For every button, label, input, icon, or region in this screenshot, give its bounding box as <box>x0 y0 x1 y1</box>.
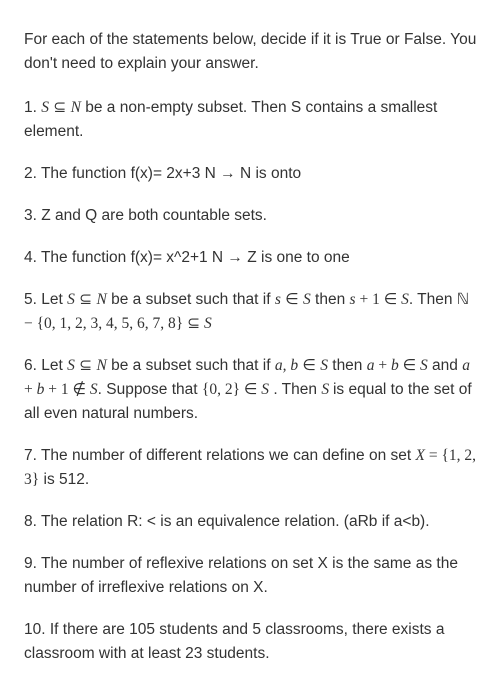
q5-in1: ∈ <box>281 291 303 308</box>
q5-s3: S <box>303 291 311 308</box>
intro-text: For each of the statements below, decide… <box>24 28 479 76</box>
q6-s6: S <box>321 381 333 398</box>
q6-text3: and <box>428 357 462 374</box>
q1-var-n: N <box>71 99 81 116</box>
q7-x: X <box>415 447 424 464</box>
q1-rest: be a non-empty subset. Then S contains a… <box>24 99 437 140</box>
q5-formula1: + 1 ∈ <box>356 291 402 308</box>
q6-s2: S <box>320 357 328 374</box>
q6-a3: a <box>462 357 470 374</box>
question-10: 10. If there are 105 students and 5 clas… <box>24 618 479 666</box>
q6-b2: b <box>391 357 399 374</box>
q7-prefix: 7. The number of different relations we … <box>24 447 415 464</box>
question-1: 1. S ⊆ N be a non-empty subset. Then S c… <box>24 96 479 144</box>
q6-text5: . Then <box>269 381 321 398</box>
question-9: 9. The number of reflexive relations on … <box>24 552 479 600</box>
question-4: 4. The function f(x)= x^2+1 N → Z is one… <box>24 246 479 270</box>
q1-var-s: S <box>41 99 49 116</box>
q6-s3: S <box>420 357 428 374</box>
q6-text1: be a subset such that if <box>107 357 275 374</box>
question-7: 7. The number of different relations we … <box>24 444 479 492</box>
q6-ab: a, b <box>275 357 298 374</box>
question-2: 2. The function f(x)= 2x+3 N → N is onto <box>24 162 479 186</box>
q1-subset: ⊆ <box>49 99 71 116</box>
q6-in2: ∈ <box>399 357 420 374</box>
q5-sub1: ⊆ <box>75 291 97 308</box>
q6-notin: + 1 ∉ <box>44 381 90 398</box>
q5-s6: S <box>204 315 212 332</box>
q5-n: N <box>96 291 106 308</box>
q5-prefix: 5. Let <box>24 291 67 308</box>
q5-s5: S <box>401 291 409 308</box>
q5-s1: S <box>67 291 75 308</box>
q6-plus2: + <box>24 381 37 398</box>
q6-in1: ∈ <box>298 357 320 374</box>
question-5: 5. Let S ⊆ N be a subset such that if s … <box>24 288 479 336</box>
question-3: 3. Z and Q are both countable sets. <box>24 204 479 228</box>
q6-text2: then <box>328 357 367 374</box>
q6-s1: S <box>67 357 75 374</box>
q5-text3: . Then <box>409 291 457 308</box>
question-6: 6. Let S ⊆ N be a subset such that if a,… <box>24 354 479 426</box>
q6-n: N <box>96 357 106 374</box>
q6-text4: . Suppose that <box>98 381 202 398</box>
q6-sub: ⊆ <box>75 357 97 374</box>
question-8: 8. The relation R: < is an equivalence r… <box>24 510 479 534</box>
q6-prefix: 6. Let <box>24 357 67 374</box>
q5-text1: be a subset such that if <box>107 291 275 308</box>
q1-prefix: 1. <box>24 99 41 116</box>
q6-plus1: + <box>374 357 391 374</box>
q6-s4: S <box>90 381 98 398</box>
q6-set: {0, 2} ∈ <box>202 381 261 398</box>
q6-s5: S <box>261 381 269 398</box>
q5-text2: then <box>311 291 350 308</box>
q7-rest: is 512. <box>39 471 89 488</box>
